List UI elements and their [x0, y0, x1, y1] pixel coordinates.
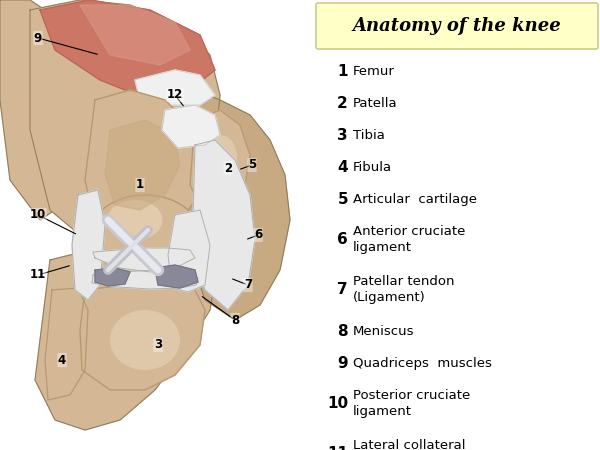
Text: 12: 12 — [167, 89, 183, 102]
Text: 7: 7 — [337, 282, 348, 297]
Text: 8: 8 — [231, 314, 239, 327]
Polygon shape — [162, 105, 220, 148]
Ellipse shape — [110, 310, 180, 370]
Text: Meniscus: Meniscus — [353, 325, 415, 338]
Polygon shape — [40, 0, 215, 100]
Polygon shape — [30, 0, 220, 235]
Text: Anatomy of the knee: Anatomy of the knee — [353, 17, 562, 35]
Polygon shape — [35, 250, 215, 430]
Text: 2: 2 — [337, 96, 348, 111]
Polygon shape — [80, 5, 190, 65]
Text: 11: 11 — [327, 446, 348, 450]
Ellipse shape — [90, 195, 200, 275]
Text: 2: 2 — [224, 162, 232, 175]
Text: Anterior cruciate
ligament: Anterior cruciate ligament — [353, 225, 466, 254]
Polygon shape — [72, 190, 105, 300]
Text: Patellar tendon
(Ligament): Patellar tendon (Ligament) — [353, 275, 455, 304]
Polygon shape — [155, 265, 198, 288]
Text: 6: 6 — [337, 232, 348, 247]
Text: 9: 9 — [34, 32, 42, 45]
Text: 4: 4 — [58, 354, 66, 366]
Text: Patella: Patella — [353, 97, 398, 110]
Polygon shape — [190, 110, 250, 215]
Text: 11: 11 — [30, 269, 46, 282]
Polygon shape — [92, 270, 198, 289]
Polygon shape — [135, 70, 215, 105]
Text: Tibia: Tibia — [353, 129, 385, 142]
Polygon shape — [93, 248, 195, 272]
Text: 3: 3 — [337, 128, 348, 143]
Polygon shape — [0, 0, 110, 220]
Text: 3: 3 — [154, 338, 162, 351]
Text: Quadriceps  muscles: Quadriceps muscles — [353, 357, 492, 370]
Text: 1: 1 — [136, 179, 144, 192]
Text: 4: 4 — [337, 160, 348, 175]
Text: Lateral collateral
ligament: Lateral collateral ligament — [353, 439, 466, 450]
Polygon shape — [105, 120, 180, 210]
Polygon shape — [80, 285, 205, 390]
Text: Articular  cartilage: Articular cartilage — [353, 193, 477, 206]
Text: Fibula: Fibula — [353, 161, 392, 174]
Text: 10: 10 — [327, 396, 348, 411]
Text: 8: 8 — [337, 324, 348, 339]
Polygon shape — [185, 90, 290, 320]
Text: 10: 10 — [30, 208, 46, 221]
Text: 7: 7 — [244, 279, 252, 292]
Text: Posterior cruciate
ligament: Posterior cruciate ligament — [353, 389, 470, 418]
FancyBboxPatch shape — [316, 3, 598, 49]
Text: 6: 6 — [254, 229, 262, 242]
Polygon shape — [168, 210, 210, 292]
Text: 1: 1 — [337, 64, 348, 79]
Ellipse shape — [107, 200, 163, 240]
Text: 5: 5 — [248, 158, 256, 171]
Polygon shape — [85, 90, 200, 240]
Text: 5: 5 — [337, 192, 348, 207]
Text: 9: 9 — [337, 356, 348, 371]
Text: Femur: Femur — [353, 65, 395, 78]
Ellipse shape — [207, 135, 237, 180]
Polygon shape — [95, 268, 130, 286]
Polygon shape — [192, 140, 255, 310]
Polygon shape — [45, 288, 88, 400]
